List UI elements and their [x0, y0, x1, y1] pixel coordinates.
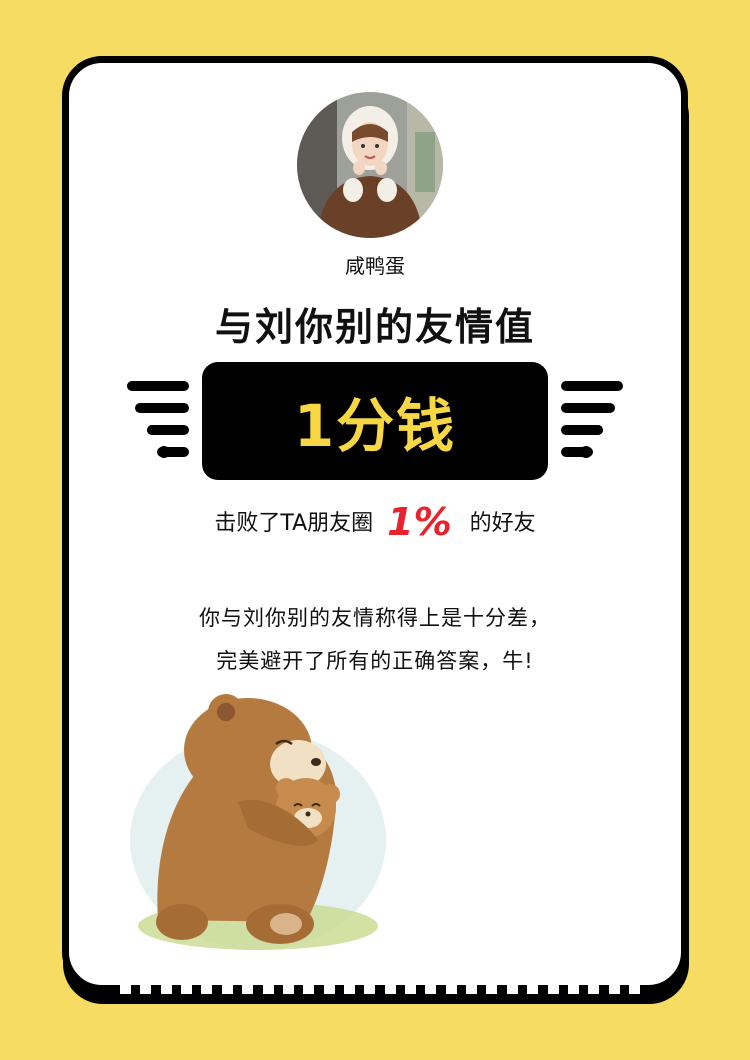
film-strip-decoration: [120, 983, 640, 995]
beat-percent: 1%: [387, 500, 452, 544]
beat-prefix: 击败了TA朋友圈: [214, 511, 374, 536]
beat-stat-line: 击败了TA朋友圈 1% 的好友: [0, 500, 750, 544]
right-wing-icon: [561, 381, 623, 458]
description-line-2: 完美避开了所有的正确答案，牛!: [216, 649, 534, 673]
score-box: 1分钱: [202, 362, 548, 480]
left-wing-icon: [127, 381, 189, 458]
username: 咸鸭蛋: [345, 254, 405, 278]
beat-suffix: 的好友: [469, 511, 536, 536]
avatar[interactable]: [297, 92, 443, 238]
result-headline: 与刘你别的友情值: [214, 305, 535, 349]
friendship-score: 1分钱: [293, 392, 457, 460]
description-line-1: 你与刘你别的友情称得上是十分差，: [199, 606, 551, 630]
bear-hug-illustration-icon: [130, 694, 386, 950]
